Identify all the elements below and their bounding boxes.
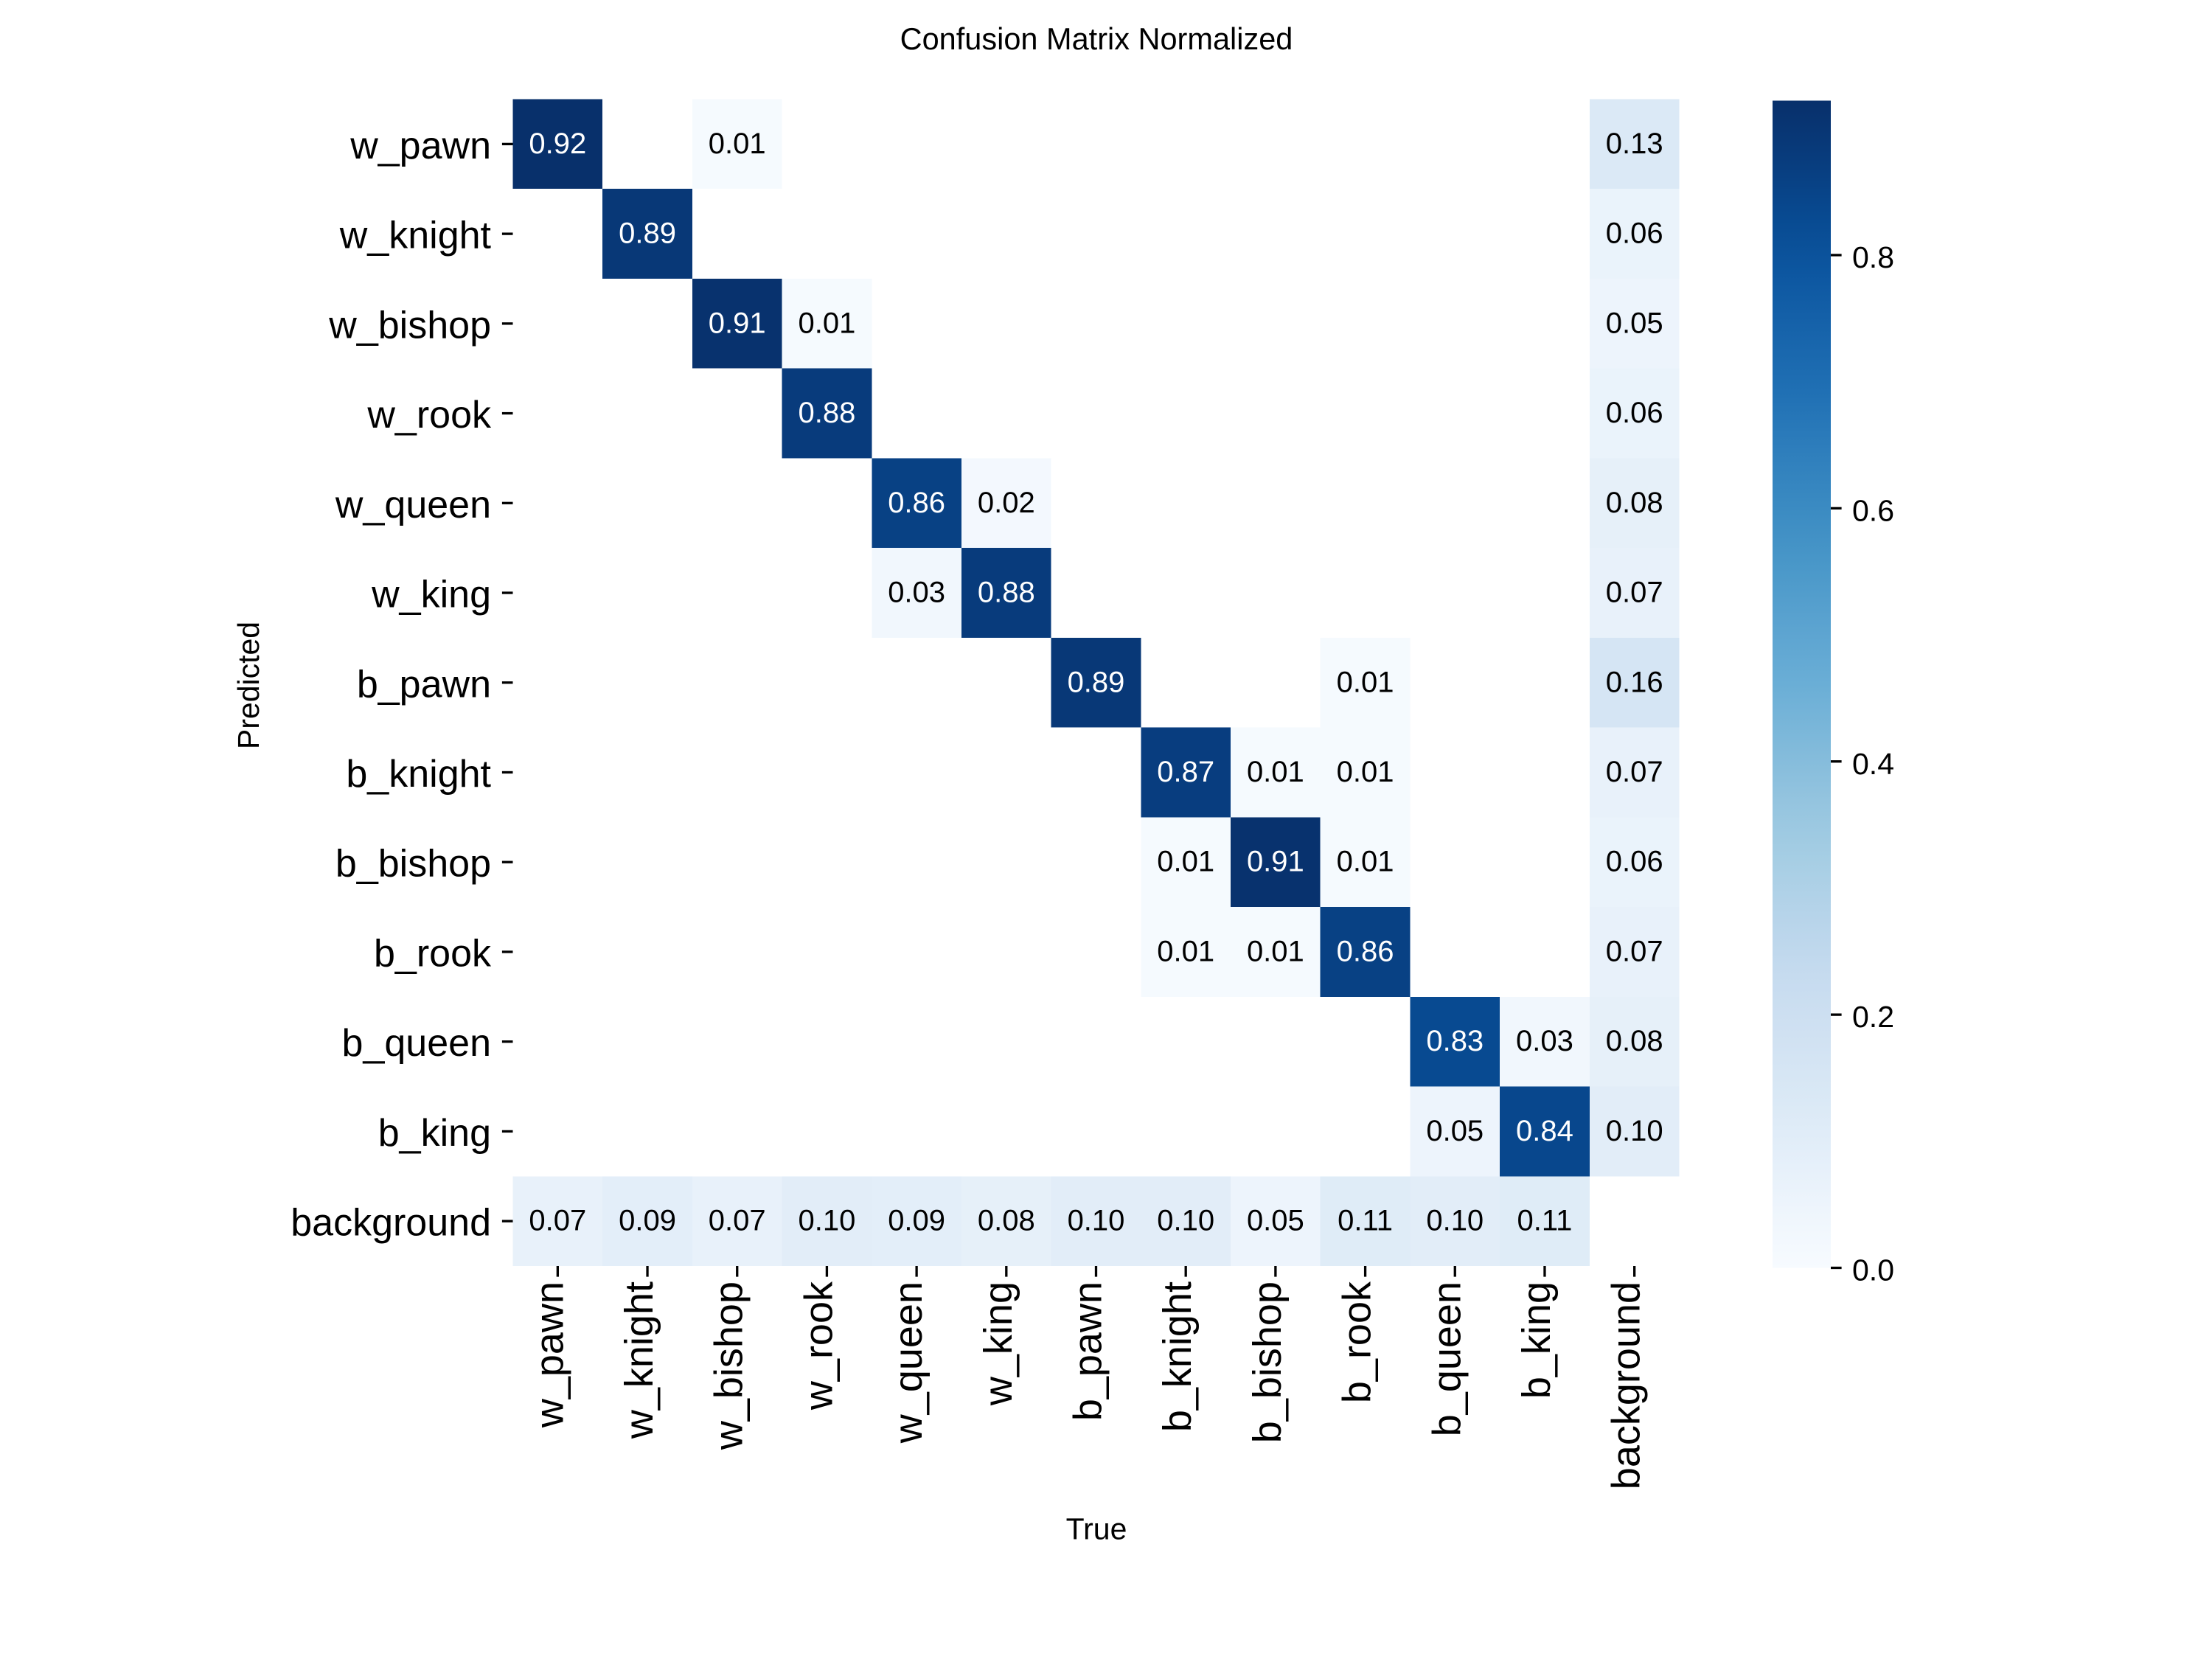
svg-text:Predicted: Predicted [232,622,265,749]
svg-text:0.89: 0.89 [619,218,676,250]
svg-text:Confusion Matrix Normalized: Confusion Matrix Normalized [900,21,1293,56]
svg-text:b_knight: b_knight [346,753,491,796]
svg-text:0.02: 0.02 [978,487,1035,519]
svg-text:0.07: 0.07 [1606,756,1663,788]
svg-text:0.89: 0.89 [1068,666,1125,698]
svg-text:0.07: 0.07 [1606,935,1663,967]
svg-text:0.07: 0.07 [709,1205,766,1237]
svg-text:0.88: 0.88 [978,577,1035,609]
svg-text:b_pawn: b_pawn [357,663,491,706]
svg-text:0.06: 0.06 [1606,846,1663,878]
svg-text:0.83: 0.83 [1426,1025,1484,1057]
svg-text:0.84: 0.84 [1516,1115,1573,1147]
svg-text:0.07: 0.07 [1606,577,1663,609]
svg-text:w_king: w_king [371,574,491,616]
svg-text:True: True [1066,1512,1127,1546]
svg-text:b_queen: b_queen [342,1022,491,1065]
svg-text:b_rook: b_rook [374,932,492,975]
svg-text:0.91: 0.91 [1247,846,1304,878]
svg-text:0.08: 0.08 [978,1205,1035,1237]
svg-text:0.8: 0.8 [1852,240,1894,274]
svg-text:b_king: b_king [1514,1281,1559,1399]
svg-text:w_rook: w_rook [366,394,492,437]
svg-text:w_pawn: w_pawn [527,1281,571,1428]
svg-text:w_knight: w_knight [339,215,492,257]
svg-text:background: background [291,1202,491,1245]
svg-text:0.13: 0.13 [1606,128,1663,160]
svg-text:0.03: 0.03 [888,577,945,609]
svg-text:b_knight: b_knight [1155,1281,1200,1432]
svg-text:0.01: 0.01 [1247,756,1304,788]
svg-text:0.10: 0.10 [798,1205,855,1237]
svg-text:0.11: 0.11 [1517,1205,1573,1237]
svg-text:background: background [1604,1281,1649,1489]
svg-text:w_pawn: w_pawn [349,125,491,167]
svg-text:0.09: 0.09 [888,1205,945,1237]
svg-text:0.01: 0.01 [1337,756,1394,788]
svg-text:0.01: 0.01 [1157,935,1214,967]
svg-text:0.09: 0.09 [619,1205,676,1237]
svg-text:0.05: 0.05 [1247,1205,1304,1237]
svg-text:0.05: 0.05 [1426,1115,1484,1147]
svg-text:b_bishop: b_bishop [1245,1281,1290,1443]
svg-text:0.86: 0.86 [1337,935,1394,967]
svg-text:b_rook: b_rook [1335,1281,1380,1403]
svg-text:0.06: 0.06 [1606,397,1663,429]
svg-text:0.6: 0.6 [1852,493,1894,527]
svg-text:0.86: 0.86 [888,487,945,519]
svg-text:0.0: 0.0 [1852,1253,1894,1287]
svg-text:w_king: w_king [976,1281,1020,1406]
svg-text:0.05: 0.05 [1606,307,1663,339]
svg-text:0.2: 0.2 [1852,1000,1894,1034]
svg-text:0.10: 0.10 [1426,1205,1484,1237]
svg-text:0.01: 0.01 [1337,666,1394,698]
svg-text:0.08: 0.08 [1606,1025,1663,1057]
svg-text:0.16: 0.16 [1606,666,1663,698]
svg-text:b_king: b_king [378,1112,491,1155]
svg-text:0.08: 0.08 [1606,487,1663,519]
svg-text:0.01: 0.01 [1247,935,1304,967]
svg-text:0.01: 0.01 [1337,846,1394,878]
svg-text:0.07: 0.07 [529,1205,586,1237]
svg-text:b_pawn: b_pawn [1066,1281,1110,1421]
svg-text:0.88: 0.88 [798,397,855,429]
svg-text:0.87: 0.87 [1157,756,1214,788]
svg-text:w_bishop: w_bishop [707,1281,751,1450]
svg-text:w_knight: w_knight [617,1281,661,1439]
svg-text:0.01: 0.01 [798,307,855,339]
svg-text:0.10: 0.10 [1068,1205,1125,1237]
svg-text:0.10: 0.10 [1606,1115,1663,1147]
svg-text:b_bishop: b_bishop [335,843,491,886]
svg-text:0.01: 0.01 [709,128,766,160]
svg-text:0.06: 0.06 [1606,218,1663,250]
svg-text:w_queen: w_queen [886,1281,931,1444]
svg-text:0.91: 0.91 [709,307,766,339]
svg-text:w_bishop: w_bishop [328,304,491,347]
svg-text:0.4: 0.4 [1852,747,1894,781]
svg-text:0.92: 0.92 [529,128,586,160]
svg-text:w_queen: w_queen [335,484,491,526]
svg-text:0.03: 0.03 [1516,1025,1573,1057]
svg-text:0.10: 0.10 [1157,1205,1214,1237]
svg-text:w_rook: w_rook [796,1281,841,1411]
svg-text:0.01: 0.01 [1157,846,1214,878]
svg-text:b_queen: b_queen [1425,1281,1469,1436]
svg-text:0.11: 0.11 [1338,1205,1393,1237]
